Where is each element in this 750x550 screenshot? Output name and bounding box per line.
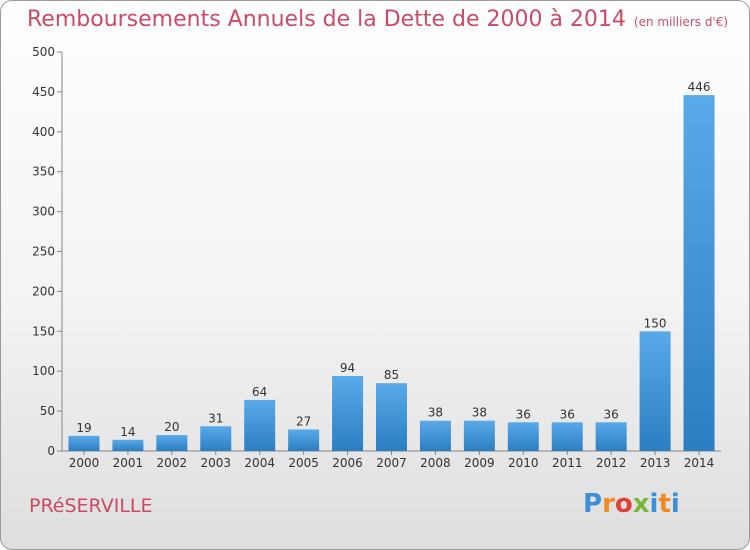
- bar: [639, 331, 671, 451]
- y-tick-label: 100: [32, 364, 55, 378]
- y-tick-label: 350: [32, 165, 55, 179]
- bar-value-label: 64: [252, 385, 267, 399]
- x-tick-label: 2014: [684, 456, 715, 470]
- bar: [288, 429, 320, 451]
- chart-unit: (en milliers d'€): [633, 15, 729, 29]
- x-tick-label: 2000: [69, 456, 100, 470]
- x-tick-label: 2009: [464, 456, 495, 470]
- bar: [112, 439, 144, 451]
- bar-value-label: 27: [296, 414, 311, 428]
- bar: [200, 426, 232, 451]
- bar: [595, 422, 627, 451]
- x-tick-label: 2013: [640, 456, 671, 470]
- logo-letter: x: [632, 489, 650, 519]
- chart-title-text: Remboursements Annuels de la Dette de 20…: [27, 7, 626, 32]
- bar: [463, 420, 495, 451]
- bar-value-label: 31: [208, 411, 223, 425]
- bar-value-label: 19: [76, 421, 91, 435]
- bar-value-label: 85: [384, 368, 399, 382]
- logo-letter: o: [614, 489, 633, 519]
- x-tick-label: 2004: [244, 456, 275, 470]
- bar: [156, 435, 188, 451]
- bar: [419, 420, 451, 451]
- x-tick-label: 2005: [288, 456, 319, 470]
- x-tick-label: 2010: [508, 456, 539, 470]
- x-tick-label: 2008: [420, 456, 451, 470]
- logo-letter: i: [670, 489, 680, 519]
- y-tick-label: 0: [47, 444, 55, 458]
- chart-title: Remboursements Annuels de la Dette de 20…: [27, 7, 728, 32]
- y-tick-label: 50: [40, 404, 55, 418]
- bar-value-label: 14: [120, 425, 135, 439]
- commune-name: PRéSERVILLE: [29, 495, 153, 517]
- bar: [551, 422, 583, 451]
- bar: [507, 422, 539, 451]
- proxiti-logo: Proxiti: [583, 489, 680, 519]
- bar: [376, 383, 407, 451]
- x-tick-label: 2001: [113, 456, 144, 470]
- bar: [68, 435, 100, 451]
- bar-value-label: 38: [428, 406, 443, 420]
- y-tick-label: 400: [32, 125, 55, 139]
- bar-value-label: 38: [472, 406, 487, 420]
- y-tick-label: 250: [32, 245, 55, 259]
- bar: [332, 375, 364, 451]
- bar-value-label: 446: [688, 80, 711, 94]
- bar-value-label: 94: [340, 361, 355, 375]
- bar-value-label: 36: [560, 407, 575, 421]
- y-tick-label: 150: [32, 324, 55, 338]
- bar-value-label: 20: [164, 420, 179, 434]
- x-tick-label: 2012: [596, 456, 627, 470]
- x-tick-label: 2006: [332, 456, 363, 470]
- bar-value-label: 36: [604, 407, 619, 421]
- logo-letter: t: [658, 489, 671, 519]
- logo-letter: P: [583, 489, 603, 519]
- x-tick-label: 2007: [376, 456, 407, 470]
- x-tick-label: 2003: [200, 456, 231, 470]
- bar: [683, 95, 715, 451]
- x-tick-label: 2002: [157, 456, 188, 470]
- y-tick-label: 200: [32, 284, 55, 298]
- logo-letter: i: [649, 489, 659, 519]
- y-tick-label: 300: [32, 205, 55, 219]
- bar-value-label: 150: [644, 316, 667, 330]
- y-tick-label: 450: [32, 85, 55, 99]
- logo-letter: r: [602, 489, 615, 519]
- x-tick-label: 2011: [552, 456, 583, 470]
- y-tick-label: 500: [32, 45, 55, 59]
- bar: [244, 399, 276, 451]
- bar-value-label: 36: [516, 407, 531, 421]
